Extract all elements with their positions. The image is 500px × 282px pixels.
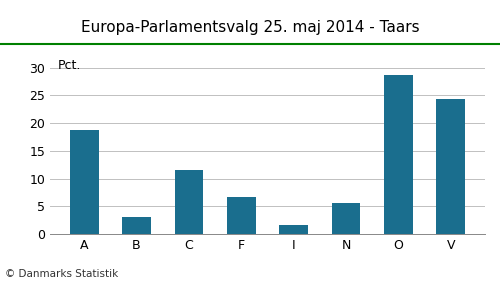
Bar (436, 99, 465, 234)
Bar (384, 75, 413, 234)
Bar (332, 203, 360, 234)
Bar (122, 217, 151, 234)
Bar (70, 130, 98, 234)
Text: Pct.: Pct. (58, 59, 82, 72)
Text: Europa-Parlamentsvalg 25. maj 2014 - Taars: Europa-Parlamentsvalg 25. maj 2014 - Taa… (80, 20, 419, 35)
Bar (174, 170, 204, 234)
Bar (227, 197, 256, 234)
Bar (280, 225, 308, 234)
Text: © Danmarks Statistik: © Danmarks Statistik (5, 269, 118, 279)
